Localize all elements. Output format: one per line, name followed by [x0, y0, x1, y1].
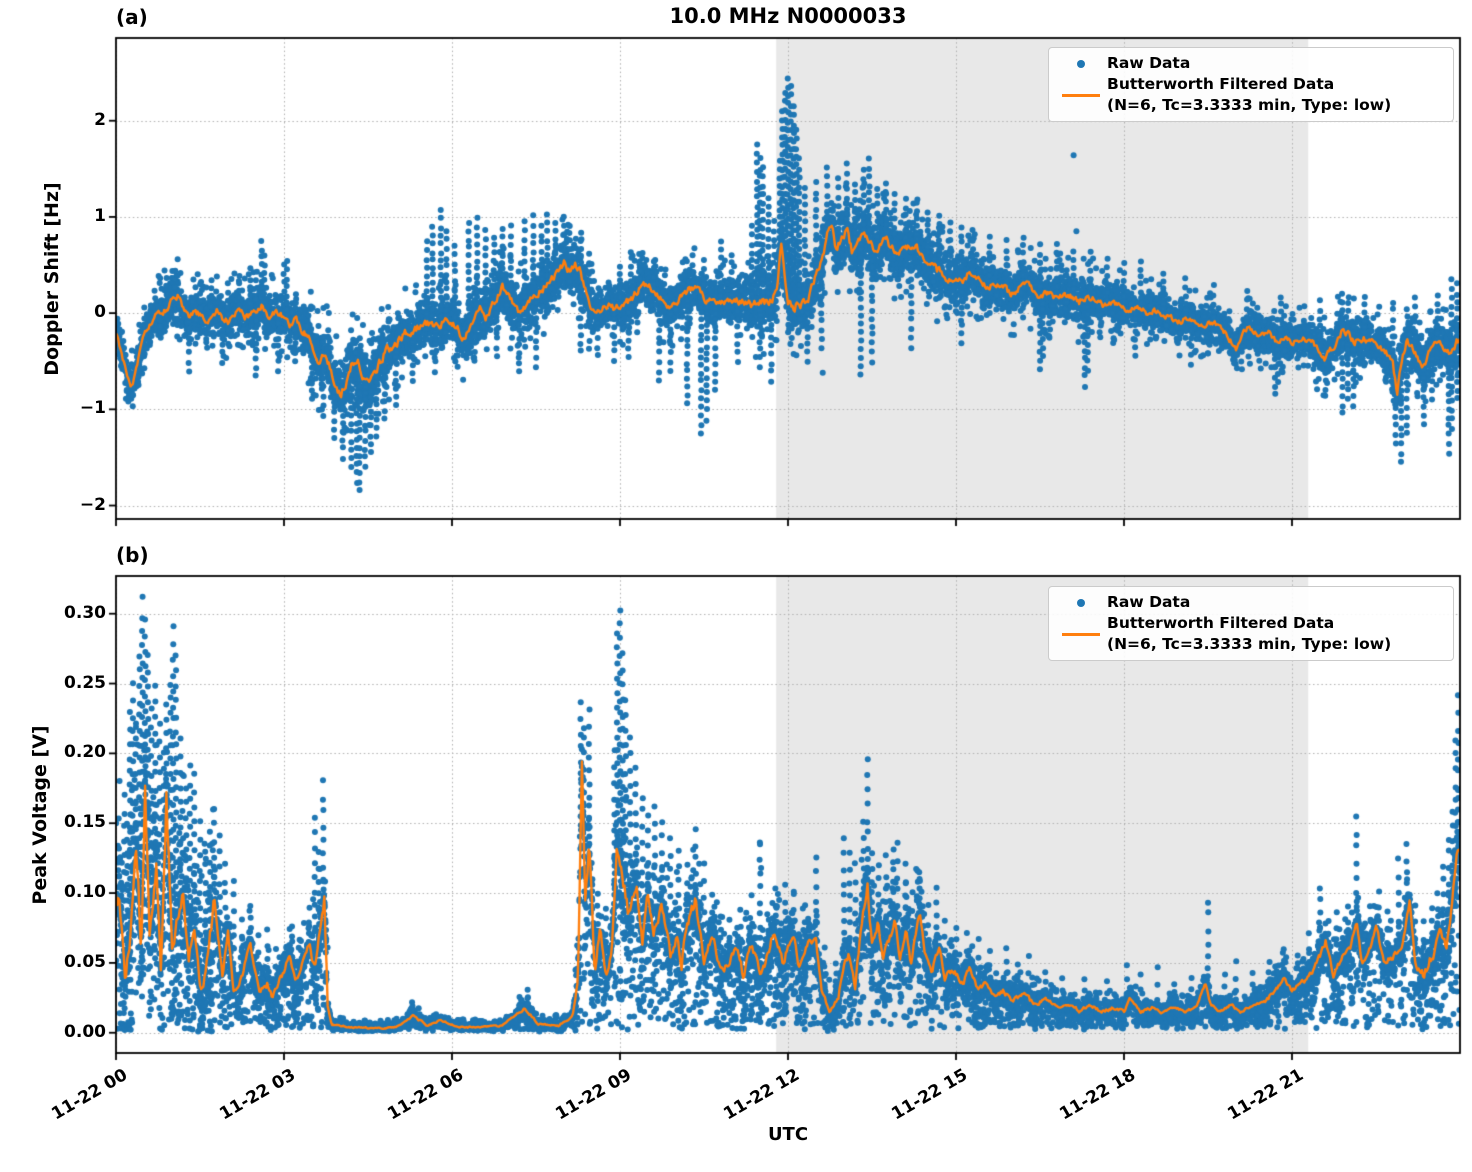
filtered-line-marker-icon — [1055, 632, 1107, 636]
chart-title: 10.0 MHz N0000033 — [669, 4, 907, 28]
y-tick-label: 0.00 — [64, 1021, 106, 1042]
y-tick-label: 0.10 — [64, 882, 106, 903]
x-axis-label: UTC — [767, 1124, 809, 1145]
raw-data-marker-icon — [1055, 59, 1107, 68]
legend-filtered-label: Butterworth Filtered Data (N=6, Tc=3.333… — [1107, 75, 1392, 114]
panel-a-label: (a) — [116, 5, 148, 29]
y-tick-label: −1 — [79, 398, 106, 419]
y-tick-label: 0.20 — [64, 742, 106, 763]
y-tick-label: 0.30 — [64, 602, 106, 623]
panel-b-label: (b) — [116, 543, 149, 567]
raw-data-marker-icon — [1055, 598, 1107, 607]
legend-entry-raw: Raw Data — [1055, 53, 1445, 74]
y-tick-label: 0.15 — [64, 812, 106, 833]
y-tick-label: 0 — [94, 302, 106, 323]
legend-panel-a: Raw Data Butterworth Filtered Data (N=6,… — [1048, 47, 1454, 122]
legend-raw-label: Raw Data — [1107, 54, 1191, 72]
y-axis-label-doppler: Doppler Shift [Hz] — [41, 182, 63, 376]
legend-panel-b: Raw Data Butterworth Filtered Data (N=6,… — [1048, 586, 1454, 661]
legend-raw-label: Raw Data — [1107, 593, 1191, 611]
legend-entry-filtered: Butterworth Filtered Data (N=6, Tc=3.333… — [1055, 74, 1445, 116]
y-tick-label: −2 — [79, 494, 106, 515]
legend-entry-raw: Raw Data — [1055, 592, 1445, 613]
y-tick-label: 2 — [94, 109, 106, 130]
legend-filtered-label: Butterworth Filtered Data (N=6, Tc=3.333… — [1107, 614, 1392, 653]
y-tick-label: 0.25 — [64, 672, 106, 693]
y-tick-label: 1 — [94, 205, 106, 226]
y-tick-label: 0.05 — [64, 951, 106, 972]
legend-entry-filtered: Butterworth Filtered Data (N=6, Tc=3.333… — [1055, 613, 1445, 655]
filtered-line-marker-icon — [1055, 93, 1107, 97]
